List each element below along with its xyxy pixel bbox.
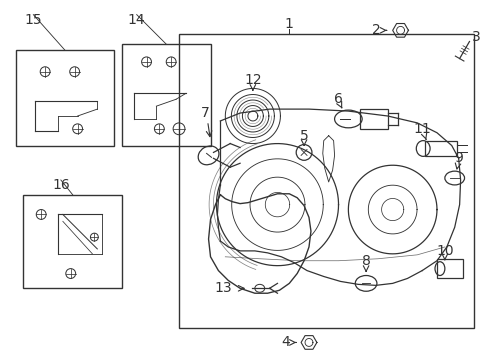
Text: 14: 14	[128, 13, 145, 27]
Text: 9: 9	[453, 151, 462, 165]
Text: 2: 2	[371, 23, 380, 37]
Text: 7: 7	[201, 106, 209, 120]
Bar	[179, 34, 473, 328]
Bar	[16, 50, 114, 145]
Bar	[122, 44, 210, 145]
Text: 3: 3	[471, 30, 480, 44]
Text: 13: 13	[214, 281, 232, 295]
Text: 6: 6	[333, 92, 342, 106]
Bar	[424, 141, 456, 156]
Text: 15: 15	[24, 13, 42, 27]
Text: 5: 5	[299, 129, 308, 143]
Bar	[360, 109, 387, 129]
Bar	[436, 259, 462, 278]
Text: 11: 11	[412, 122, 430, 136]
Text: 1: 1	[285, 17, 293, 31]
Text: 4: 4	[281, 336, 289, 350]
Text: 8: 8	[361, 254, 370, 268]
Text: 12: 12	[244, 73, 261, 86]
Text: 10: 10	[435, 244, 453, 258]
Bar	[23, 195, 122, 288]
Text: 16: 16	[52, 178, 70, 192]
